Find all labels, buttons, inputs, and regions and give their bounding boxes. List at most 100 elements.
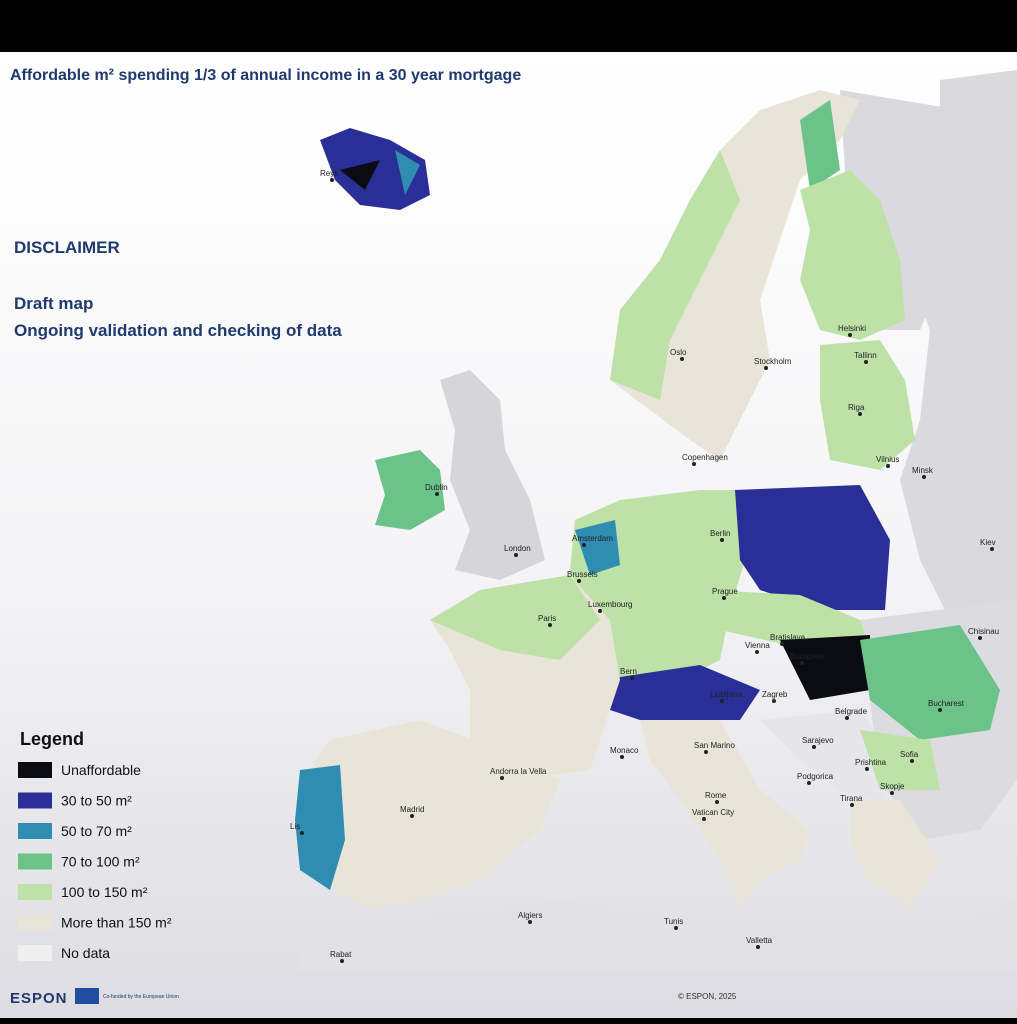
city-label: Bratislava xyxy=(770,633,806,642)
baltics xyxy=(820,340,915,470)
city-dot xyxy=(630,676,634,680)
city-dot xyxy=(715,800,719,804)
disclaimer-heading: DISCLAIMER xyxy=(14,238,120,257)
city-label: Skopje xyxy=(880,782,905,791)
legend-swatch xyxy=(18,884,52,900)
city-label: Madrid xyxy=(400,805,424,814)
city-label: Prishtina xyxy=(855,758,887,767)
city-dot xyxy=(756,945,760,949)
espon-logo: ESPON xyxy=(10,990,68,1007)
city-label: Berlin xyxy=(710,529,730,538)
city-dot xyxy=(807,781,811,785)
city-label: London xyxy=(504,544,531,553)
city-dot xyxy=(410,814,414,818)
legend-swatch xyxy=(18,823,52,839)
legend-swatch xyxy=(18,792,52,809)
legend-label: 50 to 70 m² xyxy=(61,823,132,839)
city-dot xyxy=(812,745,816,749)
city-label: Riga xyxy=(848,403,865,412)
legend-label: More than 150 m² xyxy=(61,915,172,931)
city-label: Rome xyxy=(705,791,727,800)
map-title: Affordable m² spending 1/3 of annual inc… xyxy=(10,67,521,84)
city-dot xyxy=(330,178,334,182)
city-dot xyxy=(577,579,581,583)
city-dot xyxy=(800,661,804,665)
city-label: Copenhagen xyxy=(682,453,728,462)
city-label: Luxembourg xyxy=(588,600,632,609)
city-label: Minsk xyxy=(912,466,934,475)
city-label: Ljubljana xyxy=(710,690,743,699)
city-dot xyxy=(340,959,344,963)
city-dot xyxy=(722,596,726,600)
legend-swatch xyxy=(18,762,52,778)
city-label: San Marino xyxy=(694,741,735,750)
city-label: Dublin xyxy=(425,483,448,492)
city-dot xyxy=(720,699,724,703)
legend-label: Unaffordable xyxy=(61,762,141,778)
city-label: Helsinki xyxy=(838,324,866,333)
legend-swatch xyxy=(18,945,52,961)
city-label: Budapest xyxy=(790,652,825,661)
city-dot xyxy=(704,750,708,754)
disclaimer-line: Ongoing validation and checking of data xyxy=(14,321,342,340)
copyright: © ESPON, 2025 xyxy=(678,992,737,1001)
city-label: Brussels xyxy=(567,570,598,579)
city-dot xyxy=(764,366,768,370)
city-dot xyxy=(598,609,602,613)
city-label: Tunis xyxy=(664,917,683,926)
city-label: Chisinau xyxy=(968,627,999,636)
romania xyxy=(860,625,1000,740)
city-label: Bucharest xyxy=(928,699,965,708)
legend: Legend Unaffordable 30 to 50 m² 50 to 70 m… xyxy=(18,729,172,961)
legend-label: 70 to 100 m² xyxy=(61,854,140,870)
legend-label: No data xyxy=(61,945,110,961)
eu-flag xyxy=(75,988,99,1004)
city-label: Oslo xyxy=(670,348,687,357)
city-dot xyxy=(938,708,942,712)
city-dot xyxy=(780,642,784,646)
city-dot xyxy=(528,920,532,924)
city-label: Reyk xyxy=(320,169,339,178)
city-label: Rabat xyxy=(330,950,352,959)
city-dot xyxy=(864,360,868,364)
city-dot xyxy=(548,623,552,627)
city-label: Algiers xyxy=(518,911,542,920)
city-label: Valletta xyxy=(746,936,773,945)
funding-note: Co-funded by the European Union xyxy=(103,994,179,1000)
city-label: Vatican City xyxy=(692,808,734,817)
italy xyxy=(640,720,810,910)
city-dot xyxy=(922,475,926,479)
city-label: Kiev xyxy=(980,538,996,547)
city-label: Paris xyxy=(538,614,556,623)
city-dot xyxy=(692,462,696,466)
city-dot xyxy=(435,492,439,496)
city-dot xyxy=(990,547,994,551)
hungary xyxy=(780,635,870,700)
scandinavia xyxy=(610,90,860,460)
city-label: Andorra la Vella xyxy=(490,767,547,776)
city-dot xyxy=(674,926,678,930)
city-label: Sarajevo xyxy=(802,736,834,745)
city-label: Vienna xyxy=(745,641,770,650)
iberia xyxy=(300,720,560,910)
city-label: Sofia xyxy=(900,750,919,759)
legend-swatch xyxy=(18,853,52,870)
alps xyxy=(600,665,760,720)
bulgaria xyxy=(860,730,940,790)
portugal xyxy=(295,765,345,890)
city-label: Monaco xyxy=(610,746,639,755)
legend-label: 100 to 150 m² xyxy=(61,884,148,900)
city-dot xyxy=(865,767,869,771)
city-label: Bern xyxy=(620,667,637,676)
city-labels: Reyk Oslo Stockholm Helsinki Tallinn Riga Cope… xyxy=(290,169,999,963)
city-dot xyxy=(858,412,862,416)
city-dot xyxy=(720,538,724,542)
city-dot xyxy=(680,357,684,361)
city-label: Tirana xyxy=(840,794,863,803)
city-dot xyxy=(772,699,776,703)
city-dot xyxy=(300,831,304,835)
city-dot xyxy=(582,543,586,547)
disclaimer-line: Draft map xyxy=(14,294,93,313)
city-dot xyxy=(845,716,849,720)
